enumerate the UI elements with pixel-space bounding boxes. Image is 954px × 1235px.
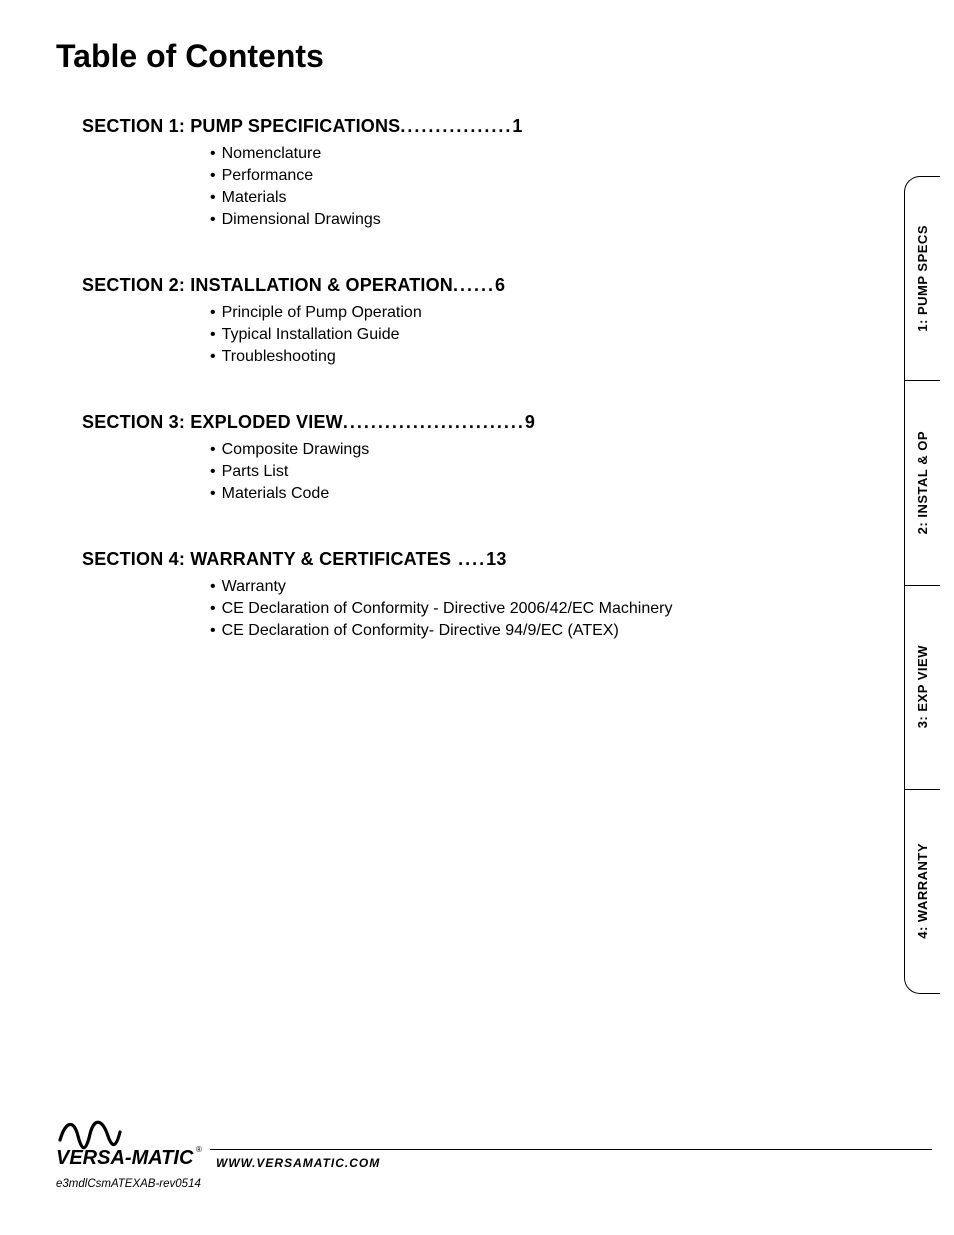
section-items: Warranty CE Declaration of Conformity - …: [210, 576, 782, 642]
section-heading: SECTION 3: EXPLODED VIEW................…: [82, 412, 782, 433]
versa-matic-logo-icon: VERSA-MATIC ®: [56, 1114, 206, 1172]
section-heading: SECTION 4: WARRANTY & CERTIFICATES ....1…: [82, 549, 782, 570]
svg-text:VERSA-MATIC: VERSA-MATIC: [56, 1147, 194, 1169]
toc-section-1: SECTION 1: PUMP SPECIFICATIONS..........…: [82, 116, 782, 231]
toc-section-4: SECTION 4: WARRANTY & CERTIFICATES ....1…: [82, 549, 782, 642]
section-label: SECTION 4: WARRANTY & CERTIFICATES: [82, 549, 451, 570]
toc-item: Typical Installation Guide: [210, 324, 782, 346]
leader-dots: ....: [451, 549, 486, 570]
section-items: Nomenclature Performance Materials Dimen…: [210, 143, 782, 231]
footer-divider: [210, 1149, 932, 1150]
section-page-number: 6: [495, 275, 505, 296]
page-title: Table of Contents: [56, 38, 324, 75]
section-label: SECTION 2: INSTALLATION & OPERATION: [82, 275, 453, 296]
section-page-number: 1: [512, 116, 522, 137]
side-tab-exp-view: 3: EXP VIEW: [905, 586, 940, 790]
leader-dots: ......: [453, 275, 495, 296]
table-of-contents: SECTION 1: PUMP SPECIFICATIONS..........…: [82, 116, 782, 686]
document-page: Table of Contents SECTION 1: PUMP SPECIF…: [0, 0, 954, 1235]
section-page-number: 9: [525, 412, 535, 433]
toc-item: Materials: [210, 187, 782, 209]
side-tab-index: 1: PUMP SPECS 2: INSTAL & OP 3: EXP VIEW…: [904, 176, 940, 994]
toc-item: CE Declaration of Conformity - Directive…: [210, 598, 782, 620]
toc-item: Composite Drawings: [210, 439, 782, 461]
section-label: SECTION 1: PUMP SPECIFICATIONS: [82, 116, 400, 137]
brand-logo: VERSA-MATIC ®: [56, 1114, 206, 1177]
section-heading: SECTION 2: INSTALLATION & OPERATION.....…: [82, 275, 782, 296]
toc-item: Principle of Pump Operation: [210, 302, 782, 324]
toc-item: Troubleshooting: [210, 346, 782, 368]
leader-dots: ................: [400, 116, 512, 137]
toc-item: Performance: [210, 165, 782, 187]
leader-dots: ..........................: [343, 412, 525, 433]
section-label: SECTION 3: EXPLODED VIEW: [82, 412, 343, 433]
svg-text:®: ®: [196, 1145, 202, 1154]
section-heading: SECTION 1: PUMP SPECIFICATIONS..........…: [82, 116, 782, 137]
side-tab-warranty: 4: WARRANTY: [905, 790, 940, 993]
toc-item: Materials Code: [210, 483, 782, 505]
section-page-number: 13: [486, 549, 506, 570]
toc-item: CE Declaration of Conformity- Directive …: [210, 620, 782, 642]
toc-section-2: SECTION 2: INSTALLATION & OPERATION.....…: [82, 275, 782, 368]
toc-item: Dimensional Drawings: [210, 209, 782, 231]
side-tab-pump-specs: 1: PUMP SPECS: [905, 177, 940, 381]
section-items: Principle of Pump Operation Typical Inst…: [210, 302, 782, 368]
footer-revision: e3mdlCsmATEXAB-rev0514: [56, 1178, 201, 1190]
toc-section-3: SECTION 3: EXPLODED VIEW................…: [82, 412, 782, 505]
section-items: Composite Drawings Parts List Materials …: [210, 439, 782, 505]
side-tab-instal-op: 2: INSTAL & OP: [905, 381, 940, 585]
footer-url: WWW.VERSAMATIC.COM: [216, 1156, 380, 1170]
toc-item: Parts List: [210, 461, 782, 483]
toc-item: Nomenclature: [210, 143, 782, 165]
toc-item: Warranty: [210, 576, 782, 598]
